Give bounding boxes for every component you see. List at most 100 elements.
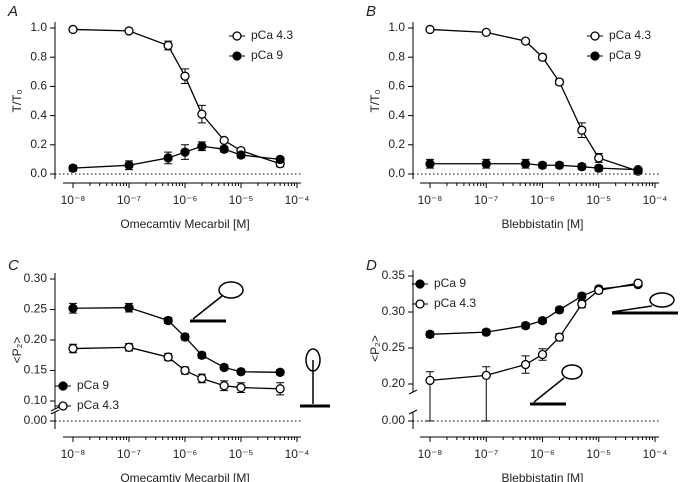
x-tick-label: 10⁻⁵ bbox=[229, 447, 254, 461]
legend-marker bbox=[415, 299, 425, 309]
x-tick-label: 10⁻⁶ bbox=[530, 447, 555, 461]
data-point bbox=[577, 291, 587, 301]
y-tick-label: 0.20 bbox=[382, 376, 406, 390]
data-point bbox=[537, 52, 548, 62]
legend-marker bbox=[415, 279, 425, 289]
y-axis-label: T/T₀ bbox=[10, 89, 24, 112]
data-point bbox=[481, 327, 491, 337]
data-point bbox=[275, 154, 285, 165]
data-point bbox=[481, 370, 491, 381]
data-point bbox=[554, 305, 565, 315]
panel-letter: A bbox=[7, 3, 18, 20]
data-point bbox=[124, 342, 134, 352]
x-tick-label: 10⁻⁴ bbox=[285, 447, 310, 461]
data-point bbox=[163, 40, 173, 51]
data-point bbox=[163, 153, 173, 163]
x-tick-label: 10⁻⁸ bbox=[61, 193, 86, 207]
y-tick-label: 1.0 bbox=[30, 20, 47, 34]
x-axis-label: Omecamtiv Mecarbil [M] bbox=[120, 217, 249, 231]
y-tick-label: 0.25 bbox=[24, 302, 48, 316]
data-point bbox=[163, 352, 173, 362]
legend-label: pCa 9 bbox=[434, 276, 466, 290]
fit-line bbox=[72, 307, 281, 373]
fit-line bbox=[72, 145, 281, 169]
data-point bbox=[124, 26, 134, 36]
panel-letter: B bbox=[366, 3, 376, 20]
axis-break bbox=[408, 409, 418, 415]
data-point bbox=[633, 164, 643, 175]
data-point bbox=[236, 382, 246, 393]
y-tick-label: 0.0 bbox=[30, 166, 47, 180]
x-tick-label: 10⁻⁶ bbox=[530, 193, 555, 207]
x-tick-label: 10⁻⁵ bbox=[586, 447, 611, 461]
y-tick-label: 0.30 bbox=[382, 304, 406, 318]
data-point bbox=[594, 163, 604, 173]
legend-marker bbox=[590, 51, 600, 61]
data-point bbox=[594, 285, 604, 296]
legend-marker bbox=[590, 31, 600, 41]
y-tick-label: 0.00 bbox=[24, 413, 48, 427]
y-tick-label: 0.4 bbox=[30, 108, 47, 122]
x-tick-label: 10⁻⁶ bbox=[173, 193, 198, 207]
data-point bbox=[124, 160, 134, 170]
legend-marker bbox=[58, 401, 68, 411]
legend-marker bbox=[232, 31, 242, 41]
legend-label: pCa 9 bbox=[251, 48, 283, 62]
data-point bbox=[577, 162, 587, 172]
myosin-head bbox=[218, 281, 244, 299]
legend-label: pCa 4.3 bbox=[434, 296, 476, 310]
data-point bbox=[68, 343, 78, 354]
legend-marker bbox=[58, 381, 68, 391]
lever bbox=[611, 305, 653, 313]
panel-letter: C bbox=[8, 257, 19, 274]
x-tick-label: 10⁻⁷ bbox=[474, 193, 498, 207]
data-point bbox=[481, 159, 491, 169]
x-tick-label: 10⁻⁷ bbox=[474, 447, 498, 461]
fit-line bbox=[72, 28, 281, 165]
x-tick-label: 10⁻⁶ bbox=[173, 447, 198, 461]
y-tick-label: 0.8 bbox=[30, 49, 47, 63]
y-tick-label: 0.6 bbox=[30, 79, 47, 93]
data-point bbox=[554, 77, 565, 87]
data-point bbox=[180, 365, 190, 376]
y-axis-label: T/T₀ bbox=[368, 89, 382, 112]
legend-label: pCa 9 bbox=[609, 48, 641, 62]
y-tick-label: 0.2 bbox=[388, 137, 405, 151]
data-point bbox=[425, 24, 435, 35]
data-point bbox=[219, 135, 229, 146]
y-tick-label: 0.10 bbox=[24, 393, 48, 407]
data-point bbox=[275, 384, 285, 394]
fit-line bbox=[430, 163, 639, 171]
axis-break bbox=[50, 406, 60, 412]
legend-label: pCa 4.3 bbox=[77, 398, 119, 412]
x-axis-label: Blebbistatin [M] bbox=[501, 471, 583, 482]
y-tick-label: 0.2 bbox=[30, 137, 47, 151]
data-point bbox=[180, 332, 190, 342]
x-tick-label: 10⁻⁸ bbox=[61, 447, 86, 461]
data-point bbox=[537, 349, 548, 360]
y-tick-label: 0.20 bbox=[24, 332, 48, 346]
y-tick-label: 0.6 bbox=[388, 79, 405, 93]
data-point bbox=[68, 163, 78, 173]
legend-label: pCa 4.3 bbox=[251, 28, 293, 42]
lever bbox=[533, 377, 565, 403]
x-tick-label: 10⁻⁴ bbox=[285, 193, 310, 207]
x-tick-label: 10⁻⁴ bbox=[643, 447, 668, 461]
myosin-head bbox=[649, 292, 675, 308]
data-point bbox=[236, 150, 246, 160]
cartoon bbox=[190, 281, 678, 408]
y-tick-label: 0.15 bbox=[24, 363, 48, 377]
data-point bbox=[537, 315, 548, 326]
data-point bbox=[537, 160, 548, 170]
y-tick-label: 0.8 bbox=[388, 49, 405, 63]
data-point bbox=[425, 329, 435, 339]
panel-letter: D bbox=[366, 257, 377, 274]
data-point bbox=[520, 36, 531, 46]
lever bbox=[192, 295, 223, 320]
data-point bbox=[219, 362, 229, 373]
y-tick-label: 0.25 bbox=[382, 340, 406, 354]
data-point bbox=[124, 303, 134, 313]
data-point bbox=[425, 375, 435, 386]
x-tick-label: 10⁻⁴ bbox=[643, 193, 668, 207]
